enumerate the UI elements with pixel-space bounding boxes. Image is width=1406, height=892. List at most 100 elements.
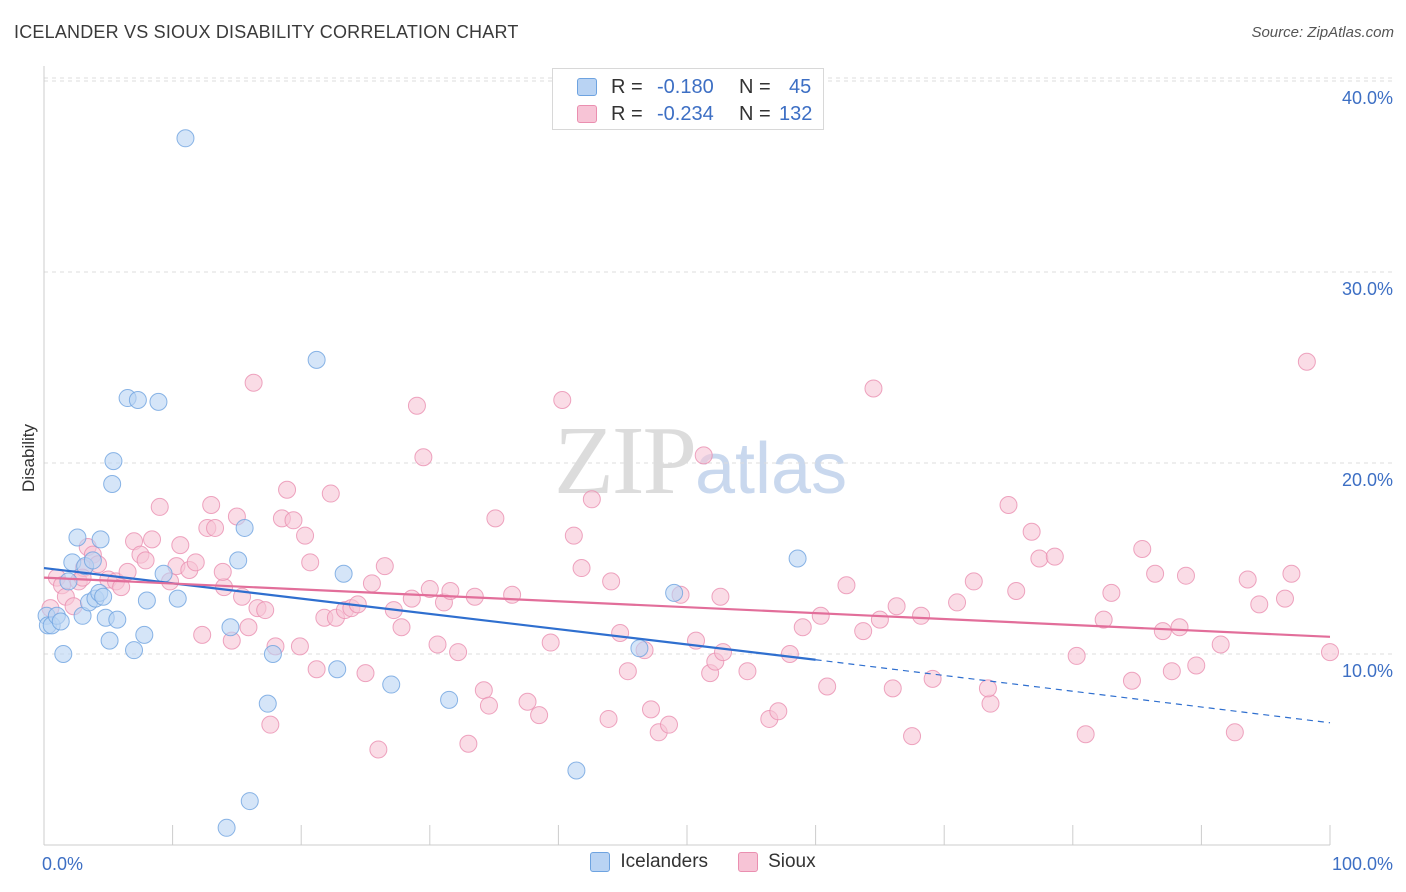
sioux-point [206,518,225,537]
x-tick-label: 100.0% [1332,854,1393,874]
sioux-point [369,740,388,759]
correlation-legend: R = -0.180 N = 45 R = -0.234 N = 132 [552,68,824,130]
sioux-point [1022,522,1041,541]
sioux-point [793,618,812,637]
icelander-point [137,591,156,610]
sioux-point [837,576,856,595]
legend-r-label: R = [611,75,643,98]
legend-n-label: N = [739,102,771,125]
sioux-point [572,559,591,578]
sioux-points [41,352,1339,759]
sioux-point [486,509,505,528]
watermark: ZIPatlas [554,405,847,517]
sioux-point [780,645,799,663]
sioux-point [1275,589,1294,608]
legend-row-sioux: R = -0.234 N = 132 [577,100,819,128]
sioux-point [1170,618,1189,637]
icelander-point [104,452,123,471]
axis-layer: 10.0% 20.0% 30.0% 40.0% 0.0% 100.0% [42,66,1393,874]
sioux-point [171,536,190,555]
sioux-point [239,618,258,637]
icelander-point [240,792,259,811]
sioux-point [290,637,309,656]
icelander-point [328,660,347,679]
sioux-point [193,625,212,644]
sioux-point [883,679,902,698]
sioux-point [278,480,297,499]
sioux-point [553,390,572,409]
icelander-point [100,631,119,650]
sioux-point [659,715,678,734]
icelander-point [334,564,353,583]
icelander-point [307,350,326,369]
sioux-point [711,587,730,606]
sioux-point [978,679,997,698]
sioux-point [143,530,162,549]
icelander-point [176,129,195,148]
sioux-point [420,580,439,599]
sioux-point [479,696,498,715]
sioux-point [1076,725,1095,744]
sioux-point [1321,643,1339,662]
legend-swatch-blue [577,78,597,96]
sioux-point [407,396,426,415]
sioux-point [284,511,303,530]
sioux-point [864,379,883,398]
icelander-point [217,818,236,837]
icelander-point [149,392,168,411]
sioux-point [244,373,263,392]
sioux-point [618,662,637,681]
sioux-point [301,553,320,572]
sioux-trend-line [43,576,1331,638]
sioux-point [903,727,922,746]
sioux-point [1250,595,1269,614]
chart-source: Source: ZipAtlas.com [1251,24,1394,41]
sioux-point [503,585,522,604]
sioux-point [599,709,618,728]
sioux-point [948,593,967,612]
sioux-point [564,526,583,545]
sioux-point [321,484,340,503]
sioux-point [1007,581,1026,600]
icelander-point [83,551,102,570]
sioux-point [1187,656,1206,675]
legend-n-value: 45 [789,75,812,98]
sioux-point [887,597,906,616]
sioux-point [602,572,621,591]
sioux-point [1030,549,1049,568]
sioux-point [1211,635,1230,654]
sioux-point [392,618,411,637]
chart-title: ICELANDER VS SIOUX DISABILITY CORRELATIO… [14,22,519,42]
sioux-point [1133,539,1152,558]
sioux-point [307,660,326,679]
icelander-point [51,612,70,631]
sioux-point [964,572,983,591]
sioux-point [818,677,837,696]
sioux-point [362,574,381,593]
sioux-point [981,694,1000,713]
icelander-point [125,641,144,660]
legend-row-icelanders: R = -0.180 N = 45 [577,73,829,101]
sioux-point [582,490,601,509]
watermark-zip: ZIP [554,407,697,515]
watermark-atlas: atlas [695,429,848,509]
sioux-point [1094,610,1113,629]
icelander-point [258,694,277,713]
sioux-point [459,734,478,753]
sioux-point [1067,646,1086,665]
legend-swatch-pink [577,105,597,123]
sioux-point [530,706,549,725]
icelander-point [128,390,147,409]
y-axis-title: Disability [19,423,38,492]
sioux-point [474,681,493,700]
sioux-point [428,635,447,654]
icelander-point [235,518,254,537]
legend-r-label: R = [611,102,643,125]
sioux-point [213,562,232,581]
sioux-point [402,589,421,608]
sioux-point [1122,671,1141,690]
sioux-point [136,551,155,570]
icelander-point [788,549,807,568]
sioux-point [150,497,169,516]
icelander-point [91,530,110,549]
